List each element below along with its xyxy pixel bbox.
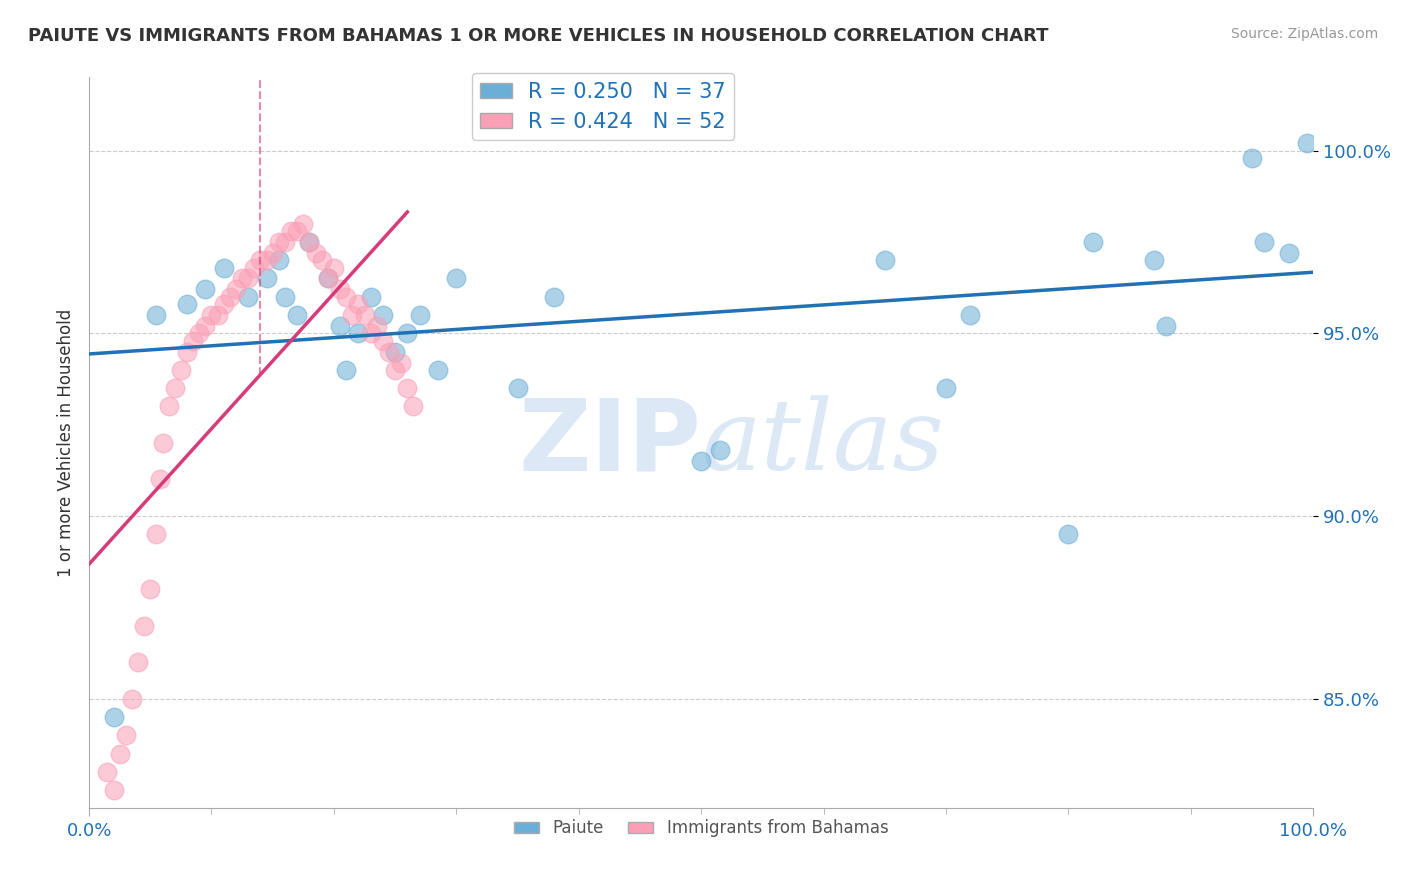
Point	[371, 334, 394, 348]
Point	[360, 290, 382, 304]
Y-axis label: 1 or more Vehicles in Household: 1 or more Vehicles in Household	[58, 309, 75, 577]
Point	[353, 308, 375, 322]
Point	[298, 235, 321, 249]
Point	[1057, 527, 1080, 541]
Point	[1296, 136, 1319, 151]
Point	[181, 334, 204, 348]
Point	[243, 260, 266, 275]
Point	[267, 235, 290, 249]
Point	[335, 363, 357, 377]
Point	[366, 318, 388, 333]
Point	[371, 308, 394, 322]
Point	[194, 318, 217, 333]
Point	[134, 618, 156, 632]
Point	[256, 253, 278, 268]
Point	[426, 363, 449, 377]
Point	[200, 308, 222, 322]
Point	[267, 253, 290, 268]
Point	[218, 290, 240, 304]
Point	[1156, 318, 1178, 333]
Point	[298, 235, 321, 249]
Point	[347, 297, 370, 311]
Point	[256, 271, 278, 285]
Point	[285, 308, 308, 322]
Point	[108, 747, 131, 761]
Point	[274, 290, 297, 304]
Point	[322, 260, 344, 275]
Point	[170, 363, 193, 377]
Point	[292, 217, 315, 231]
Point	[262, 245, 284, 260]
Text: ZIP: ZIP	[519, 394, 702, 491]
Point	[316, 271, 339, 285]
Point	[959, 308, 981, 322]
Point	[139, 582, 162, 596]
Point	[384, 363, 406, 377]
Point	[212, 260, 235, 275]
Text: Source: ZipAtlas.com: Source: ZipAtlas.com	[1230, 27, 1378, 41]
Point	[389, 355, 412, 369]
Point	[96, 764, 118, 779]
Point	[212, 297, 235, 311]
Point	[873, 253, 896, 268]
Point	[342, 308, 364, 322]
Point	[103, 783, 125, 797]
Point	[402, 400, 425, 414]
Text: PAIUTE VS IMMIGRANTS FROM BAHAMAS 1 OR MORE VEHICLES IN HOUSEHOLD CORRELATION CH: PAIUTE VS IMMIGRANTS FROM BAHAMAS 1 OR M…	[28, 27, 1049, 45]
Point	[207, 308, 229, 322]
Point	[304, 245, 326, 260]
Point	[103, 710, 125, 724]
Point	[709, 443, 731, 458]
Point	[145, 308, 167, 322]
Point	[149, 473, 172, 487]
Point	[152, 436, 174, 450]
Point	[225, 282, 247, 296]
Text: atlas: atlas	[702, 395, 943, 491]
Point	[127, 655, 149, 669]
Point	[329, 282, 352, 296]
Point	[285, 224, 308, 238]
Point	[506, 381, 529, 395]
Point	[176, 297, 198, 311]
Point	[396, 326, 419, 341]
Legend: Paiute, Immigrants from Bahamas: Paiute, Immigrants from Bahamas	[508, 813, 896, 844]
Point	[157, 400, 180, 414]
Point	[1081, 235, 1104, 249]
Point	[378, 344, 401, 359]
Point	[316, 271, 339, 285]
Point	[188, 326, 211, 341]
Point	[329, 318, 352, 333]
Point	[690, 454, 713, 468]
Point	[347, 326, 370, 341]
Point	[1278, 245, 1301, 260]
Point	[384, 344, 406, 359]
Point	[194, 282, 217, 296]
Point	[311, 253, 333, 268]
Point	[543, 290, 565, 304]
Point	[249, 253, 271, 268]
Point	[280, 224, 302, 238]
Point	[360, 326, 382, 341]
Point	[238, 290, 260, 304]
Point	[396, 381, 419, 395]
Point	[238, 271, 260, 285]
Point	[408, 308, 430, 322]
Point	[1241, 151, 1264, 165]
Point	[163, 381, 186, 395]
Point	[1143, 253, 1166, 268]
Point	[446, 271, 468, 285]
Point	[121, 691, 143, 706]
Point	[145, 527, 167, 541]
Point	[176, 344, 198, 359]
Point	[231, 271, 253, 285]
Point	[1253, 235, 1275, 249]
Point	[114, 728, 136, 742]
Point	[335, 290, 357, 304]
Point	[274, 235, 297, 249]
Point	[935, 381, 957, 395]
